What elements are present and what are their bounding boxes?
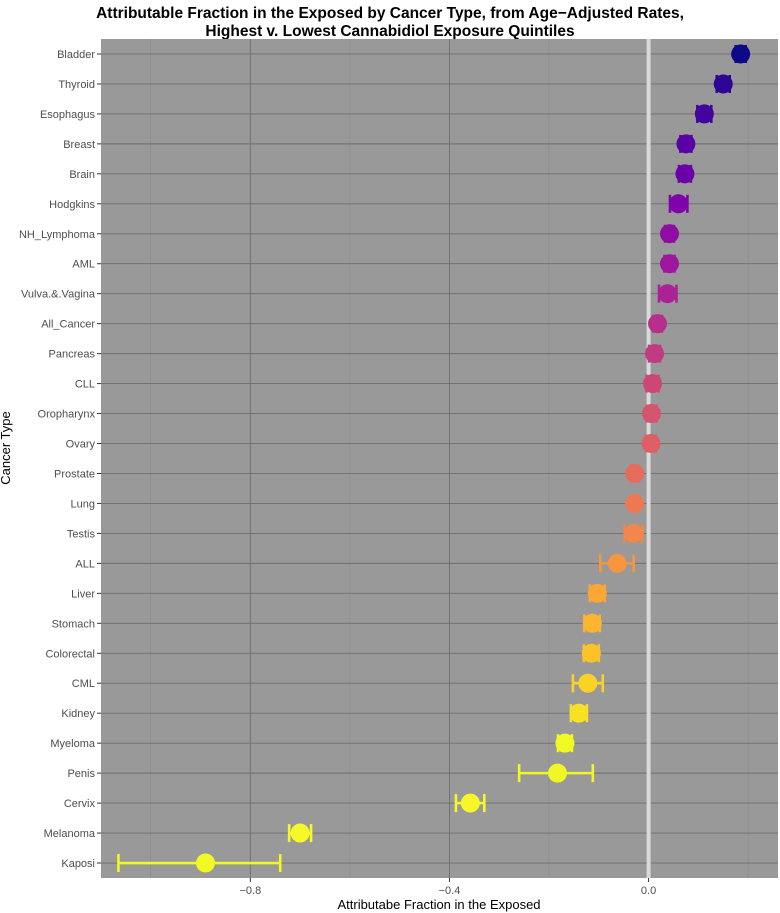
data-point bbox=[643, 374, 663, 394]
x-tick-label: −0.8 bbox=[239, 885, 261, 897]
y-tick-label: ALL bbox=[75, 558, 95, 570]
data-point-group bbox=[731, 44, 751, 64]
data-point-group bbox=[454, 793, 486, 813]
data-point-group bbox=[625, 493, 645, 513]
y-tick-label: All_Cancer bbox=[41, 319, 95, 331]
y-tick-label: Vulva.&.Vagina bbox=[21, 289, 96, 301]
y-axis-title: Cancer Type bbox=[0, 411, 13, 484]
chart-title: Attributable Fraction in the Exposed by … bbox=[96, 5, 684, 22]
data-point bbox=[641, 434, 661, 454]
data-point bbox=[578, 673, 598, 693]
data-point bbox=[581, 643, 601, 663]
y-tick-label: Liver bbox=[71, 588, 95, 600]
data-point-group bbox=[625, 463, 645, 483]
x-tick-labels: −0.8 −0.4 0.0 bbox=[239, 878, 656, 897]
data-point bbox=[657, 284, 677, 304]
data-point bbox=[642, 404, 662, 424]
data-point-group bbox=[657, 284, 678, 304]
data-point-group bbox=[659, 254, 679, 274]
data-point-group bbox=[675, 164, 695, 184]
data-point-group bbox=[287, 823, 313, 843]
data-point bbox=[676, 134, 696, 154]
data-point bbox=[625, 463, 645, 483]
y-tick-label: Ovary bbox=[66, 439, 96, 451]
data-point-group bbox=[517, 763, 595, 783]
y-tick-label: Lung bbox=[71, 498, 95, 510]
y-tick-label: Brain bbox=[69, 169, 95, 181]
data-point bbox=[713, 74, 733, 94]
data-point-group bbox=[694, 104, 714, 124]
x-axis-title: Attributabe Fraction in the Exposed bbox=[337, 897, 540, 912]
data-point-group bbox=[648, 314, 668, 334]
plot-panel bbox=[101, 39, 778, 878]
y-tick-label: CML bbox=[72, 678, 95, 690]
data-point bbox=[587, 583, 607, 603]
data-point bbox=[547, 763, 567, 783]
data-point bbox=[694, 104, 714, 124]
data-point-group bbox=[582, 613, 602, 633]
y-tick-label: Penis bbox=[67, 768, 95, 780]
y-tick-label: Hodgkins bbox=[49, 199, 95, 211]
data-point bbox=[668, 194, 688, 214]
data-point bbox=[625, 493, 645, 513]
data-point-group bbox=[598, 553, 635, 573]
data-point bbox=[659, 224, 679, 244]
y-tick-label: Breast bbox=[63, 139, 95, 151]
y-tick-label: Kaposi bbox=[61, 858, 95, 870]
data-point bbox=[731, 44, 751, 64]
y-tick-label: Thyroid bbox=[58, 79, 95, 91]
data-point-group bbox=[713, 74, 733, 94]
data-point bbox=[290, 823, 310, 843]
data-point-group bbox=[676, 134, 696, 154]
y-tick-label: Cervix bbox=[64, 798, 96, 810]
data-point-group bbox=[117, 853, 282, 873]
data-point bbox=[659, 254, 679, 274]
y-tick-label: Stomach bbox=[52, 618, 95, 630]
data-point bbox=[624, 523, 644, 543]
data-point bbox=[675, 164, 695, 184]
chart-subtitle: Highest v. Lowest Cannabidiol Exposure Q… bbox=[205, 23, 574, 40]
y-tick-label: Kidney bbox=[61, 708, 95, 720]
data-point-group bbox=[641, 434, 661, 454]
data-point bbox=[648, 314, 668, 334]
data-point-group bbox=[581, 643, 601, 663]
data-point-group bbox=[555, 733, 575, 753]
y-tick-label: Melanoma bbox=[44, 828, 96, 840]
data-point-group bbox=[643, 374, 663, 394]
data-point-group bbox=[587, 583, 607, 603]
data-point bbox=[645, 344, 665, 364]
data-marks bbox=[117, 44, 751, 873]
x-tick-label: 0.0 bbox=[641, 885, 656, 897]
y-tick-label: Myeloma bbox=[50, 738, 96, 750]
data-point-group bbox=[642, 404, 662, 424]
y-tick-label: Testis bbox=[67, 528, 96, 540]
y-tick-label: AML bbox=[72, 259, 95, 271]
y-tick-label: NH_Lymphoma bbox=[19, 229, 96, 241]
y-tick-label: CLL bbox=[75, 379, 95, 391]
data-point bbox=[196, 853, 216, 873]
data-point-group bbox=[668, 194, 689, 214]
data-point-group bbox=[659, 224, 679, 244]
y-tick-label: Colorectal bbox=[45, 648, 95, 660]
data-point bbox=[582, 613, 602, 633]
data-point-group bbox=[571, 673, 605, 693]
data-point-group bbox=[645, 344, 665, 364]
y-tick-labels: Bladder Thyroid Esophagus Breast Brain Hodgki… bbox=[19, 49, 101, 870]
data-point bbox=[460, 793, 480, 813]
y-tick-label: Esophagus bbox=[40, 109, 96, 121]
data-point bbox=[569, 703, 589, 723]
x-tick-label: −0.4 bbox=[439, 885, 461, 897]
y-tick-label: Oropharynx bbox=[38, 409, 96, 421]
y-tick-label: Prostate bbox=[54, 468, 95, 480]
data-point bbox=[555, 733, 575, 753]
data-point-group bbox=[623, 523, 644, 543]
y-tick-label: Pancreas bbox=[49, 349, 96, 361]
data-point bbox=[607, 553, 627, 573]
y-tick-label: Bladder bbox=[57, 49, 95, 61]
data-point-group bbox=[569, 703, 589, 723]
